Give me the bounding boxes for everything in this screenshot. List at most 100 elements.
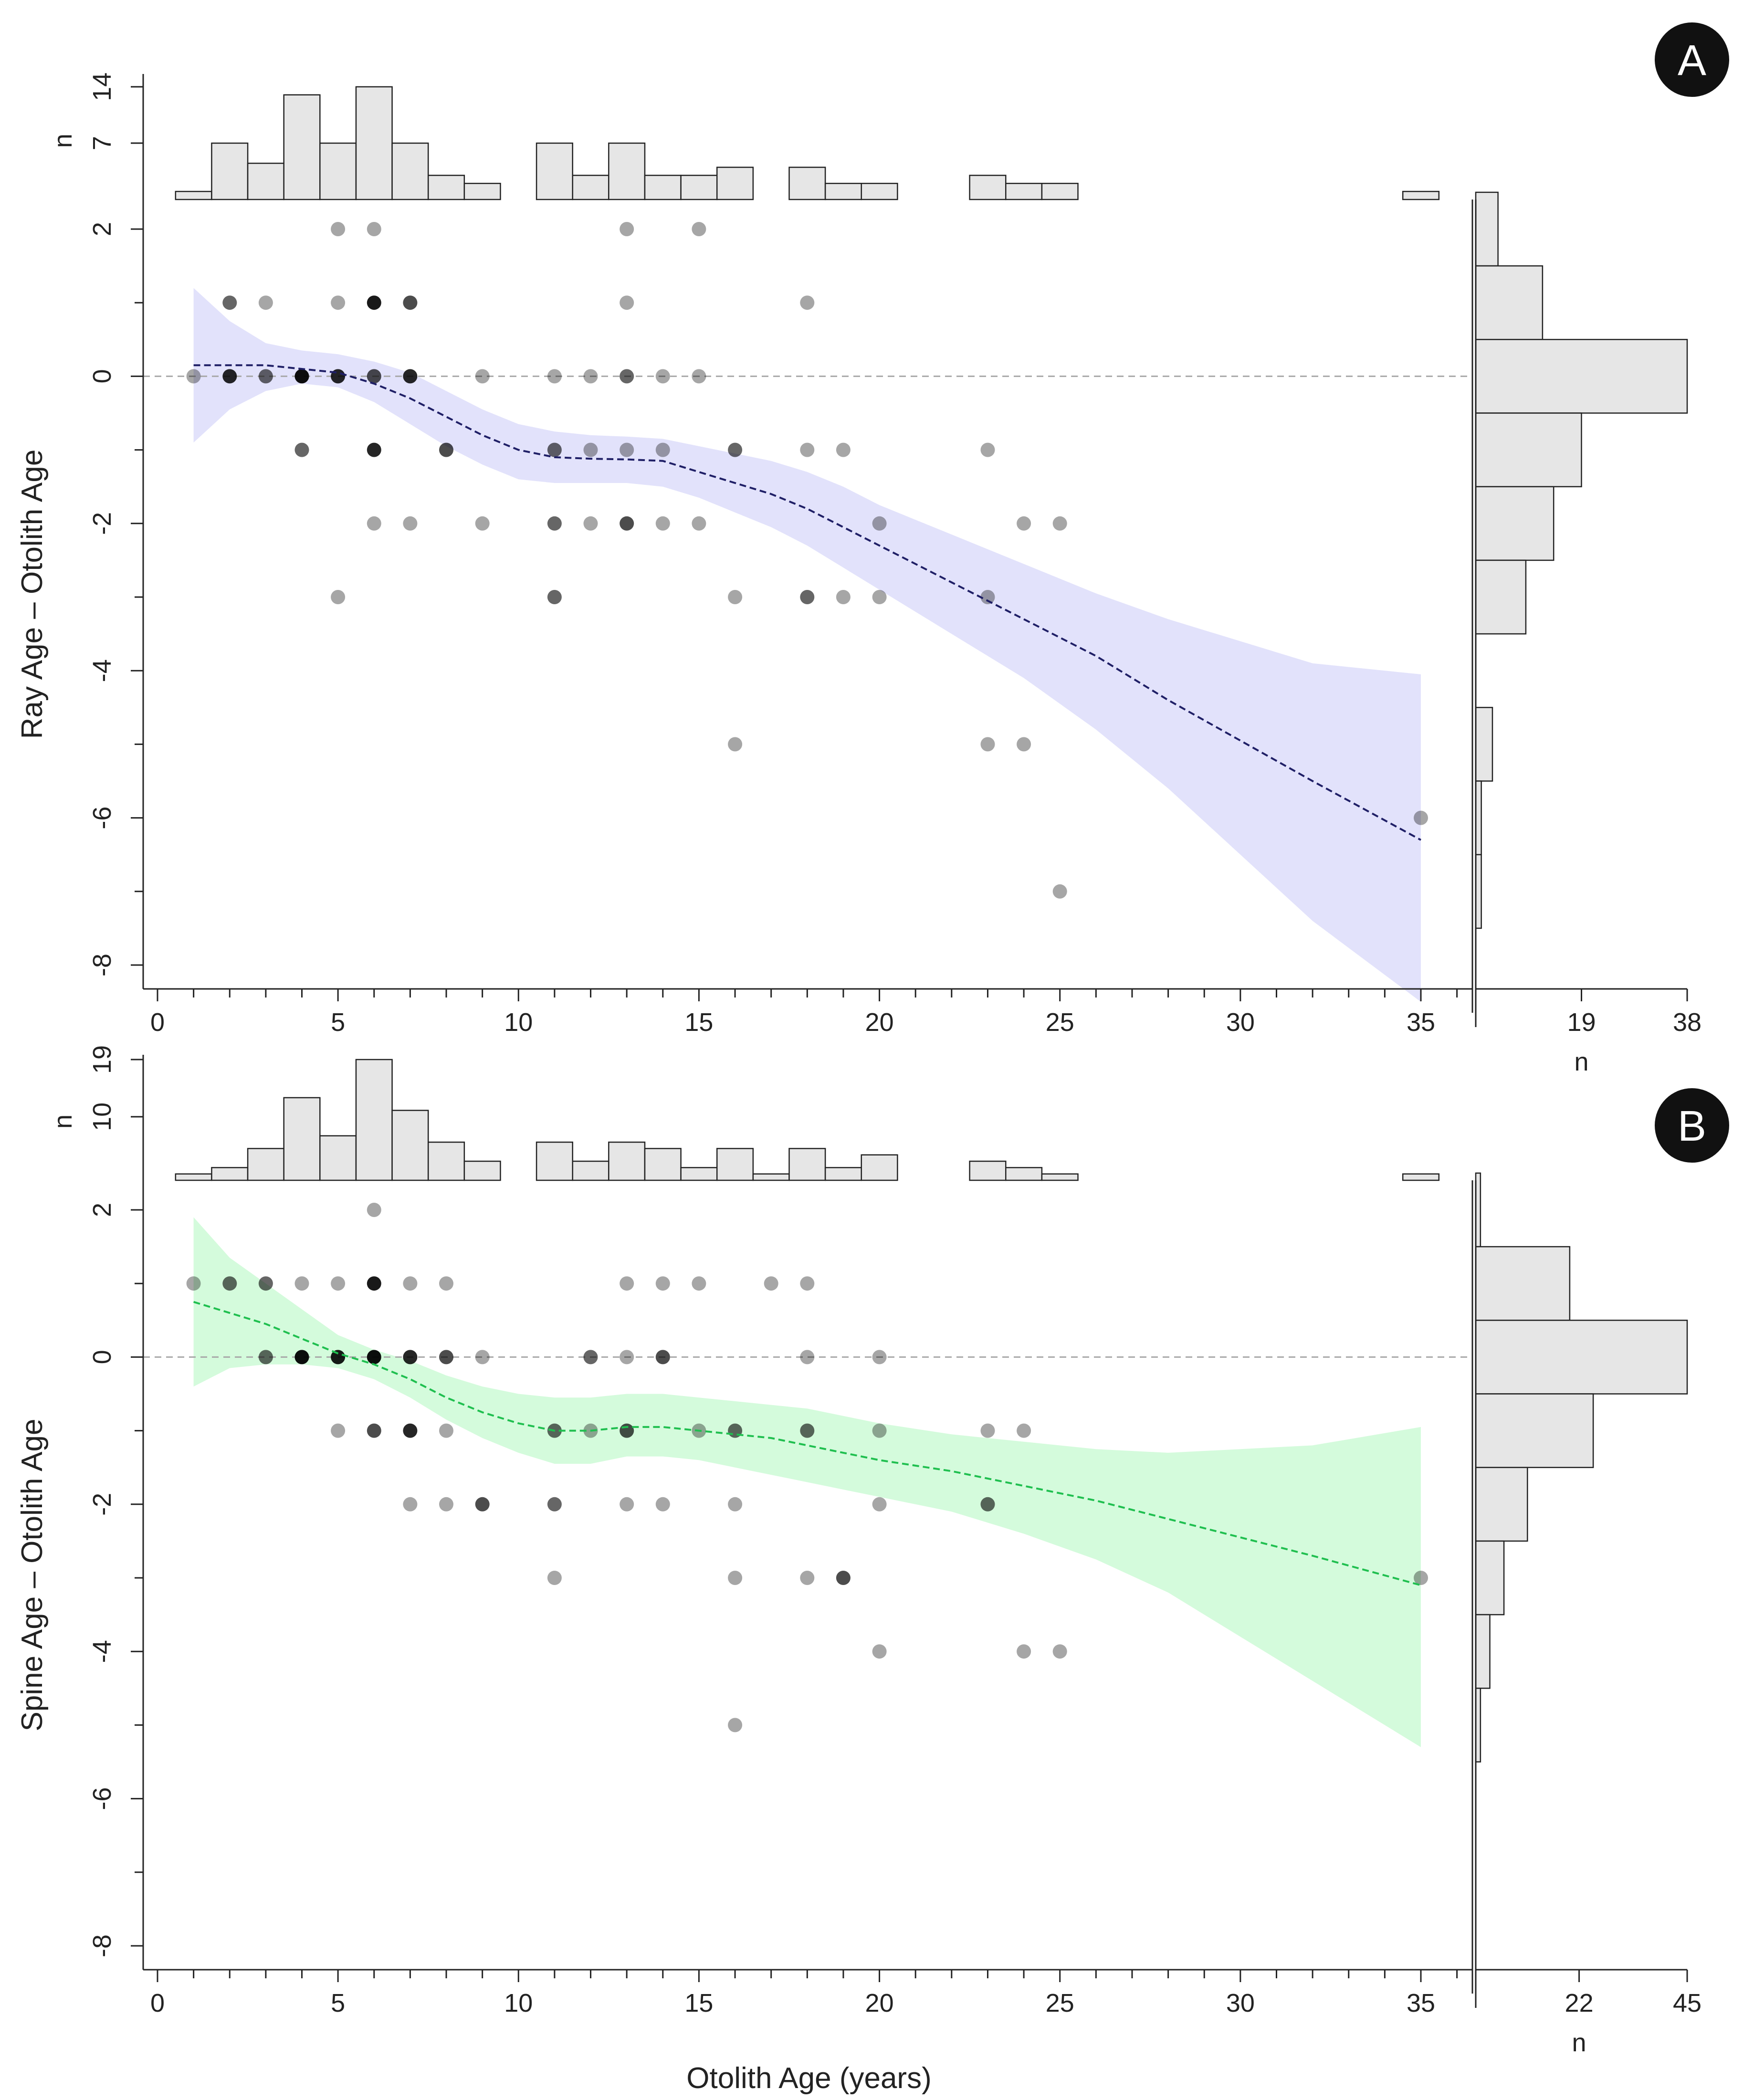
data-point — [655, 369, 670, 384]
data-point — [764, 1276, 778, 1291]
data-point — [728, 1571, 743, 1585]
right-histogram-bar — [1475, 339, 1688, 414]
data-point — [367, 1203, 381, 1217]
y-tick-label: -8 — [88, 1934, 116, 1957]
data-point — [620, 295, 634, 310]
data-point — [475, 1497, 490, 1512]
right-histogram-bar — [1475, 412, 1582, 487]
data-point — [800, 295, 815, 310]
data-point — [222, 1276, 237, 1291]
data-point — [728, 1718, 743, 1732]
data-point — [439, 1497, 453, 1512]
top-hist-axis-title: n — [49, 134, 77, 148]
x-tick-label: 5 — [331, 1989, 345, 2017]
panel-badge-label: B — [1678, 1102, 1706, 1150]
data-point — [367, 516, 381, 531]
right-histogram-bar — [1475, 265, 1544, 340]
top-histogram-bar — [1005, 183, 1043, 200]
data-point — [800, 1571, 815, 1585]
data-point — [800, 442, 815, 457]
data-point — [294, 369, 309, 384]
panel-badge — [1655, 22, 1729, 97]
top-histogram-bar — [788, 167, 826, 200]
right-histogram-bar — [1475, 780, 1482, 855]
top-histogram-bar — [536, 142, 573, 200]
x-tick-label: 10 — [504, 1989, 533, 2017]
top-histogram-bar — [1041, 183, 1079, 200]
top-histogram-bar — [211, 1167, 249, 1181]
data-point — [367, 222, 381, 236]
right-histogram-bar — [1475, 854, 1482, 929]
data-point — [367, 295, 381, 310]
x-tick-label: 5 — [331, 1008, 345, 1037]
top-histogram-bar — [716, 1148, 754, 1181]
y-tick-label: 0 — [88, 1350, 116, 1364]
y-tick-label: -4 — [88, 1640, 116, 1663]
y-tick-label: -2 — [88, 1493, 116, 1516]
top-histogram-bar — [608, 142, 646, 200]
top-histogram-bar — [572, 1160, 609, 1181]
x-axis-title: Otolith Age (years) — [686, 2062, 931, 2095]
data-point — [547, 516, 562, 531]
data-point — [331, 222, 346, 236]
panel-badge-label: A — [1678, 37, 1706, 84]
data-point — [620, 1423, 634, 1438]
data-point — [331, 295, 346, 310]
data-point — [655, 1276, 670, 1291]
top-histogram-bar — [247, 1148, 284, 1181]
data-point — [800, 1423, 815, 1438]
right-hist-tick-label: 38 — [1673, 1008, 1701, 1037]
top-histogram-bar — [1402, 1173, 1440, 1181]
data-point — [222, 295, 237, 310]
right-histogram-bar — [1475, 486, 1554, 561]
right-histogram-bar — [1475, 1320, 1688, 1395]
data-point — [547, 1497, 562, 1512]
top-histogram-bar — [319, 142, 357, 200]
data-point — [872, 1350, 887, 1365]
data-point — [620, 1497, 634, 1512]
right-hist-axis-title: n — [1572, 2028, 1586, 2057]
data-point — [475, 516, 490, 531]
data-point — [620, 516, 634, 531]
top-histogram-bar — [391, 1110, 429, 1181]
x-tick-label: 35 — [1407, 1989, 1435, 2017]
right-hist-axis-title: n — [1574, 1048, 1588, 1076]
data-point — [1017, 1423, 1031, 1438]
data-point — [258, 295, 273, 310]
data-point — [403, 1423, 418, 1438]
data-point — [980, 737, 995, 752]
top-histogram-bar — [788, 1148, 826, 1181]
x-tick-label: 30 — [1226, 1989, 1255, 2017]
top-histogram-bar — [391, 142, 429, 200]
data-point — [331, 1350, 346, 1365]
data-point — [258, 1350, 273, 1365]
data-point — [620, 1350, 634, 1365]
data-point — [367, 1423, 381, 1438]
top-histogram-bar — [716, 167, 754, 200]
data-point — [403, 1276, 418, 1291]
right-histogram-bar — [1475, 191, 1499, 267]
smoother-line — [193, 1301, 1421, 1586]
data-point — [186, 1276, 201, 1291]
x-tick-label: 25 — [1046, 1008, 1074, 1037]
data-point — [367, 442, 381, 457]
data-point — [836, 442, 851, 457]
data-point — [403, 1350, 418, 1365]
x-tick-label: 35 — [1407, 1008, 1435, 1037]
data-point — [294, 1350, 309, 1365]
top-histogram-bar — [1402, 190, 1440, 200]
data-point — [836, 1571, 851, 1585]
right-histogram-bar — [1475, 1246, 1571, 1321]
y-axis-title: Ray Age – Otolith Age — [16, 450, 49, 739]
y-tick-label: -2 — [88, 512, 116, 535]
data-point — [403, 369, 418, 384]
y-axis-title: Spine Age – Otolith Age — [16, 1419, 49, 1732]
data-point — [258, 1276, 273, 1291]
data-point — [1052, 884, 1067, 899]
top-histogram-bar — [463, 183, 501, 200]
top-histogram-bar — [861, 183, 898, 200]
top-histogram-bar — [427, 175, 465, 200]
top-histogram-bar — [680, 1167, 718, 1181]
top-hist-tick-label: 7 — [88, 136, 116, 150]
